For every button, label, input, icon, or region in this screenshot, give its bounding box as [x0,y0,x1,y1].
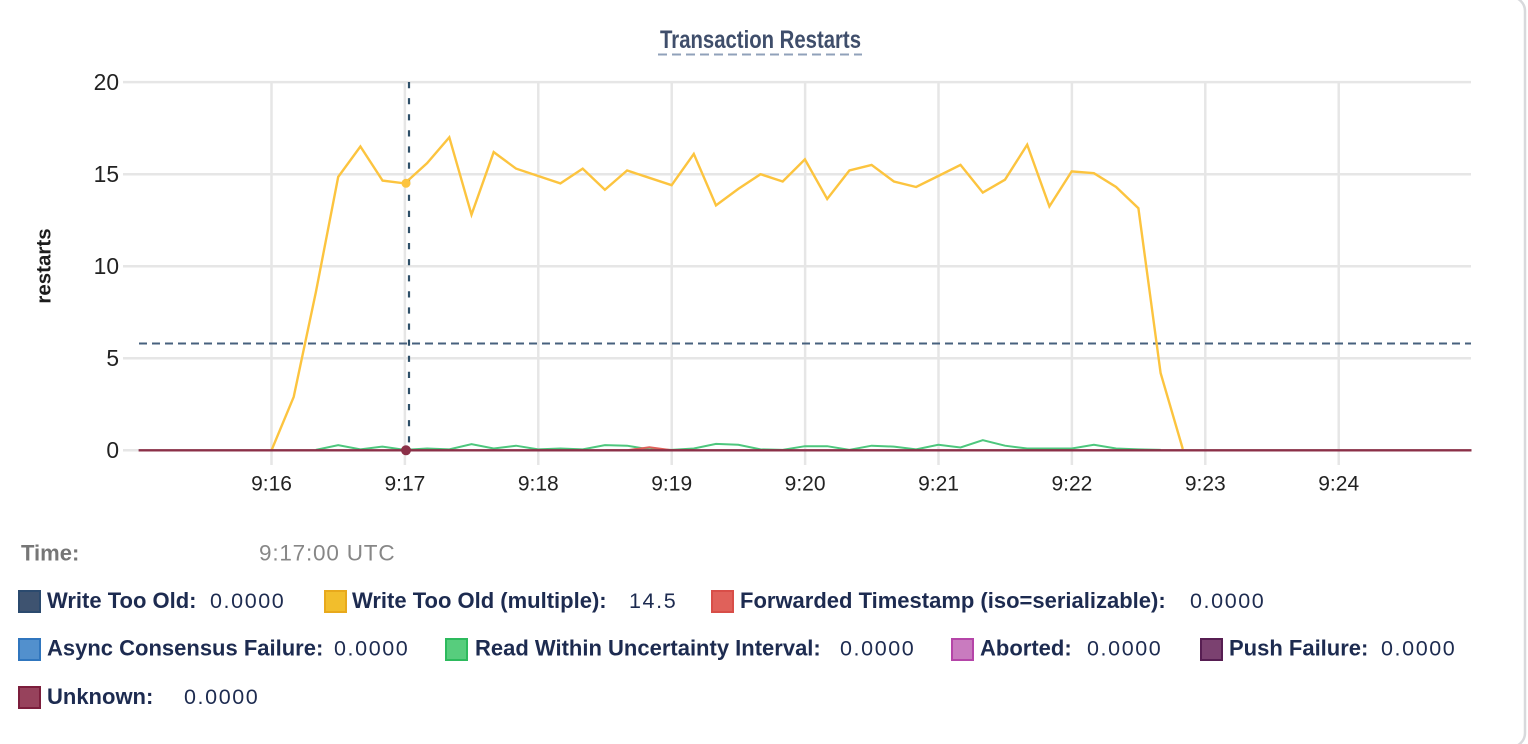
svg-text:5: 5 [106,345,119,371]
svg-text:0: 0 [106,437,119,463]
svg-text:restarts: restarts [33,228,56,303]
svg-text:Async Consensus Failure:: Async Consensus Failure: [47,636,323,661]
svg-text:10: 10 [94,253,119,279]
svg-text:9:17: 9:17 [384,473,425,496]
svg-text:0.0000: 0.0000 [184,685,259,709]
svg-text:14.5: 14.5 [629,589,677,613]
svg-text:Time:: Time: [21,541,79,566]
svg-text:0.0000: 0.0000 [210,589,285,613]
svg-text:0.0000: 0.0000 [1087,637,1162,661]
svg-text:Write Too Old:: Write Too Old: [47,588,197,613]
svg-text:9:22: 9:22 [1051,473,1092,496]
svg-text:9:17:00 UTC: 9:17:00 UTC [259,541,395,566]
svg-text:Push Failure:: Push Failure: [1229,636,1368,661]
svg-text:Forwarded Timestamp (iso=seria: Forwarded Timestamp (iso=serializable): [740,588,1166,613]
svg-text:Transaction Restarts: Transaction Restarts [660,26,861,54]
svg-text:0.0000: 0.0000 [1190,589,1265,613]
svg-text:9:19: 9:19 [651,473,692,496]
svg-text:Unknown:: Unknown: [47,684,153,709]
svg-text:Aborted:: Aborted: [980,636,1072,661]
svg-text:Read Within Uncertainty Interv: Read Within Uncertainty Interval: [475,636,821,661]
svg-text:9:18: 9:18 [518,473,559,496]
svg-text:0.0000: 0.0000 [840,637,915,661]
svg-text:9:20: 9:20 [785,473,826,496]
svg-text:9:23: 9:23 [1185,473,1226,496]
svg-text:9:21: 9:21 [918,473,959,496]
svg-text:20: 20 [94,69,119,95]
svg-text:0.0000: 0.0000 [334,637,409,661]
svg-text:0.0000: 0.0000 [1381,637,1456,661]
svg-text:Write Too Old (multiple):: Write Too Old (multiple): [352,588,607,613]
svg-text:9:16: 9:16 [251,473,292,496]
svg-text:15: 15 [94,161,119,187]
svg-text:9:24: 9:24 [1318,473,1359,496]
